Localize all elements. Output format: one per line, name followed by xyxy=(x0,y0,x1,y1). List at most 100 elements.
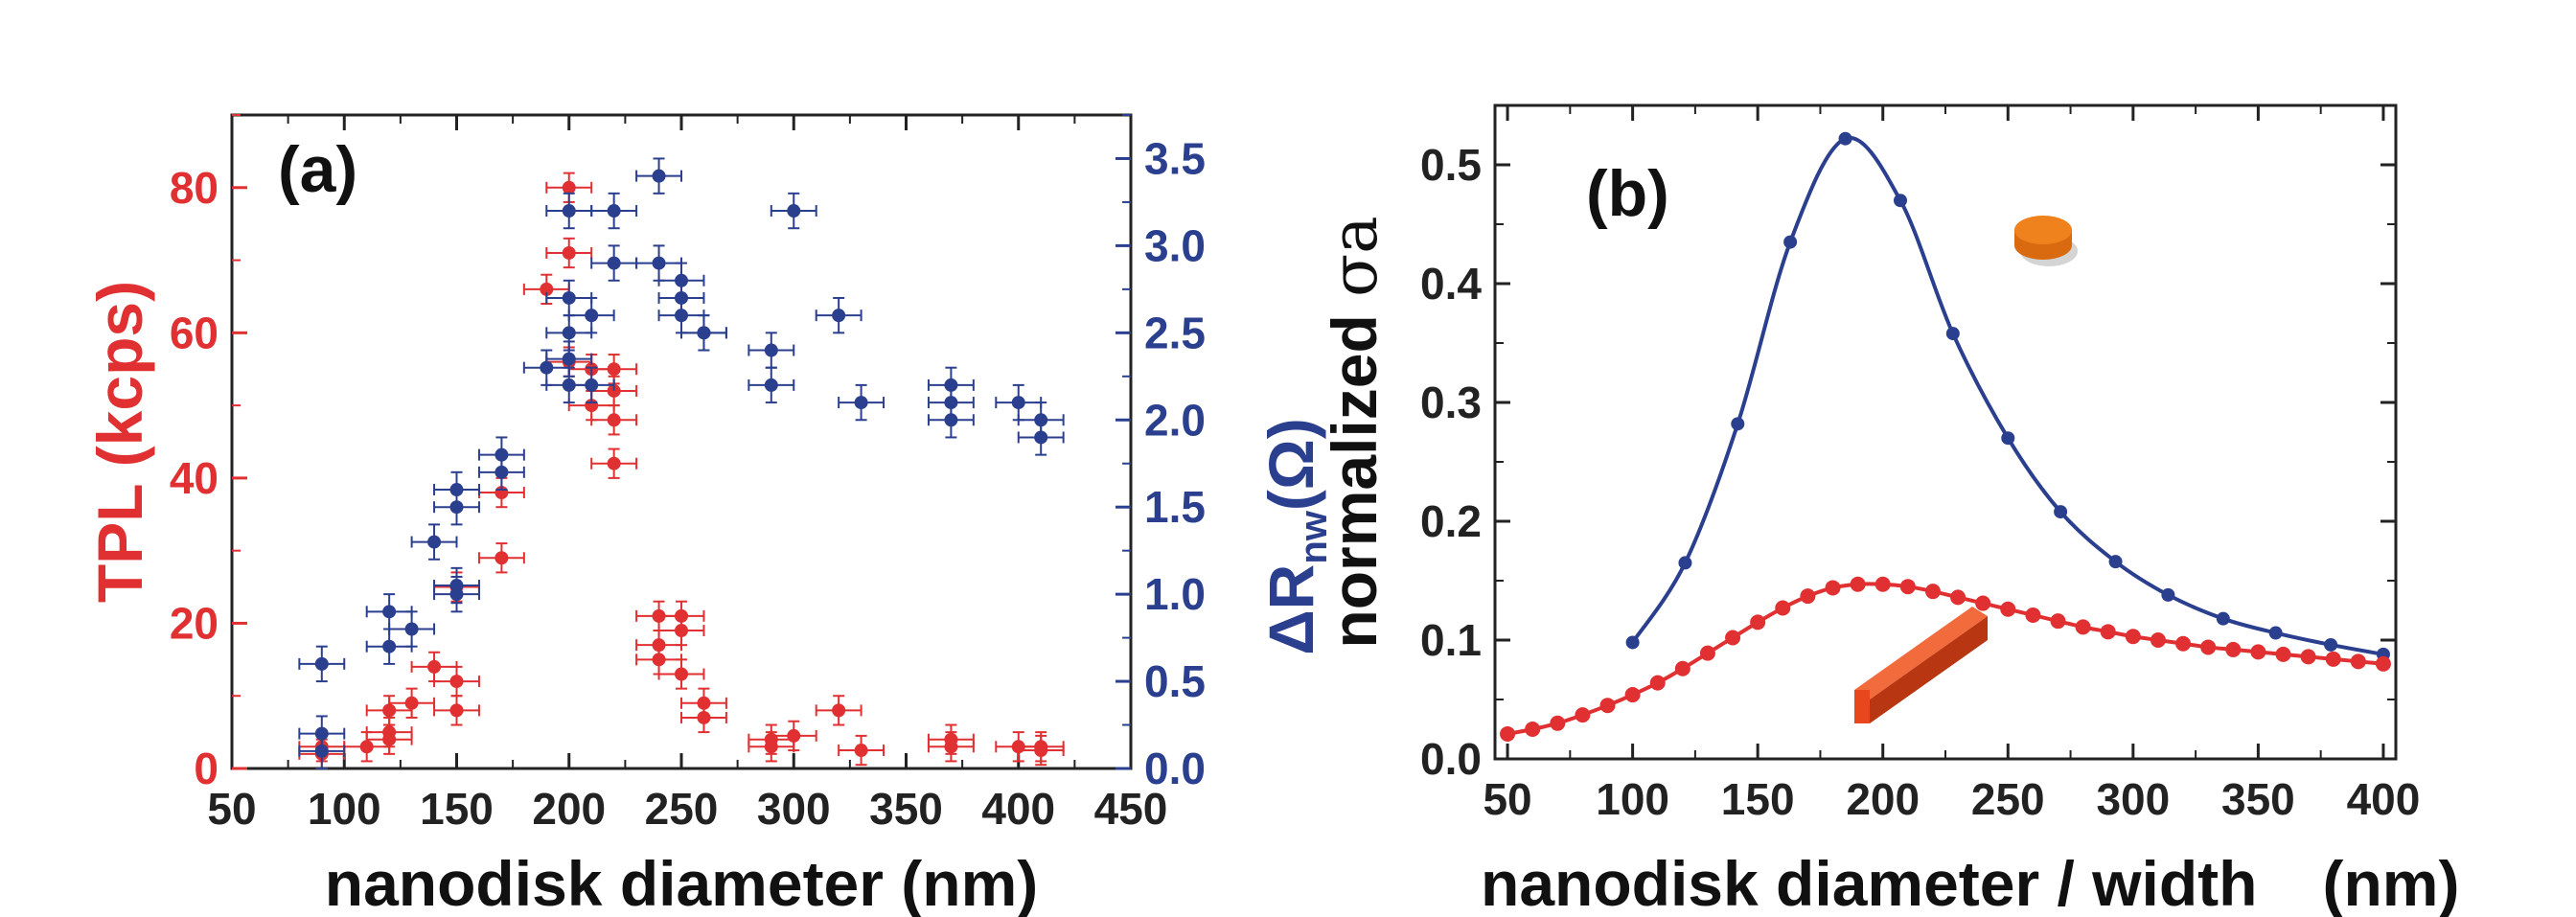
nanodisk-marker xyxy=(1678,556,1692,570)
nanowire-marker xyxy=(1825,580,1841,596)
data-marker xyxy=(652,256,666,270)
data-marker xyxy=(1034,740,1048,754)
x-tick-label-a: 250 xyxy=(645,784,719,834)
nanowire-marker xyxy=(1899,579,1916,595)
nanowire-marker xyxy=(2175,635,2192,652)
nanowire-marker xyxy=(2150,632,2166,648)
resistance-point xyxy=(298,645,346,683)
nanodisk-marker xyxy=(2108,555,2123,569)
nanodisk-marker xyxy=(1894,194,1907,208)
nanowire-marker xyxy=(1599,698,1616,714)
x-tick-label-b: 150 xyxy=(1721,774,1795,824)
data-marker xyxy=(404,696,419,710)
x-tick-label-b: 200 xyxy=(1846,774,1920,824)
y-label-main-b: normalized xyxy=(1319,297,1390,649)
data-marker xyxy=(314,656,329,671)
nanodisk-marker xyxy=(1731,417,1745,431)
tpl-point xyxy=(770,720,817,752)
data-marker xyxy=(607,362,621,377)
data-marker xyxy=(449,703,464,718)
y-right-tick-label-a: 3.5 xyxy=(1144,133,1206,183)
nanodisk-marker xyxy=(2001,431,2015,446)
nanodisk-marker xyxy=(1783,235,1798,249)
data-marker xyxy=(697,710,711,724)
x-tick-label-a: 50 xyxy=(207,784,256,834)
data-marker xyxy=(854,744,868,758)
data-marker xyxy=(832,309,846,323)
tpl-point xyxy=(477,542,525,574)
nanowire-marker xyxy=(1575,707,1591,723)
nanodisk-marker xyxy=(2161,587,2175,602)
nanowire-marker xyxy=(1525,722,1541,737)
x-axis-unit-b: (nm) xyxy=(2323,848,2460,917)
nanowire-side-face xyxy=(1870,616,1988,723)
tpl-point xyxy=(545,237,593,269)
resistance-point xyxy=(388,610,436,648)
data-marker xyxy=(675,624,688,638)
y-axis-label-b: normalized σa xyxy=(1318,216,1392,648)
tpl-point xyxy=(365,716,413,748)
data-marker xyxy=(585,378,599,392)
data-marker xyxy=(607,413,621,427)
x-tick-label-a: 450 xyxy=(1094,784,1168,834)
data-marker xyxy=(314,744,329,758)
data-marker xyxy=(382,725,397,740)
data-marker xyxy=(449,587,464,602)
y-right-tick-label-a: 2.5 xyxy=(1144,308,1206,357)
data-marker xyxy=(607,383,621,398)
nanowire-marker xyxy=(1649,675,1666,691)
x-tick-label-b: 50 xyxy=(1483,774,1531,824)
data-marker xyxy=(854,396,868,410)
nanowire-marker xyxy=(2300,649,2316,665)
tpl-point xyxy=(590,404,638,436)
x-tick-label-b: 100 xyxy=(1596,774,1669,824)
x-axis-label-a: nanodisk diameter (nm) xyxy=(325,848,1038,917)
data-marker xyxy=(449,500,464,515)
tpl-point xyxy=(1017,731,1065,763)
nanowire-marker xyxy=(2000,601,2016,617)
data-marker xyxy=(382,639,397,653)
nanodisk-marker xyxy=(2216,611,2230,626)
data-marker xyxy=(427,535,442,549)
nanowire-marker xyxy=(1725,630,1741,646)
y-tick-label-b: 0.1 xyxy=(1420,615,1482,665)
y-right-tick-label-a: 3.0 xyxy=(1144,220,1206,270)
data-marker xyxy=(697,326,711,340)
tpl-point xyxy=(657,658,705,690)
data-marker xyxy=(944,413,958,427)
y-tick-label-b: 0.2 xyxy=(1420,496,1482,546)
tpl-point xyxy=(680,701,727,734)
resistance-point xyxy=(635,157,682,195)
data-marker xyxy=(652,653,666,667)
nanowire-marker xyxy=(2350,653,2366,670)
resistance-point xyxy=(477,453,525,492)
panel-b-chart: 50 100 150 200 250 300 350 400 0.0 0.1 0.2 0.3 0.4 0.… xyxy=(1318,103,2460,917)
nanowire-marker xyxy=(2050,613,2066,630)
panel-label-b: (b) xyxy=(1586,157,1669,230)
data-marker xyxy=(494,465,509,479)
resistance-point xyxy=(298,732,346,769)
y-left-tick-label-a: 80 xyxy=(170,163,218,213)
nanodisk-marker xyxy=(2324,637,2338,652)
nanowire-marker xyxy=(2325,651,2341,667)
x-tick-label-a: 200 xyxy=(532,784,606,834)
nanowire-marker xyxy=(2250,644,2266,660)
y-right-tick-label-a: 1.0 xyxy=(1144,569,1206,619)
y-left-axis-label-a: TPL (kcps) xyxy=(84,281,155,603)
data-marker xyxy=(764,343,778,357)
nanowire-icon xyxy=(1854,607,1988,723)
resistance-point xyxy=(545,192,593,230)
data-marker xyxy=(382,605,397,619)
y-right-tick-label-a: 0.5 xyxy=(1144,656,1206,706)
x-tick-label-b: 300 xyxy=(2096,774,2170,824)
nanowire-marker xyxy=(2075,619,2091,635)
data-marker xyxy=(585,309,599,323)
data-marker xyxy=(1034,430,1048,445)
resistance-point xyxy=(635,244,682,282)
data-marker xyxy=(832,703,846,718)
nanowire-marker xyxy=(1624,687,1641,703)
y-tick-label-b: 0.4 xyxy=(1420,259,1482,309)
data-marker xyxy=(607,456,621,470)
nanodisk-curve xyxy=(1630,135,2384,656)
